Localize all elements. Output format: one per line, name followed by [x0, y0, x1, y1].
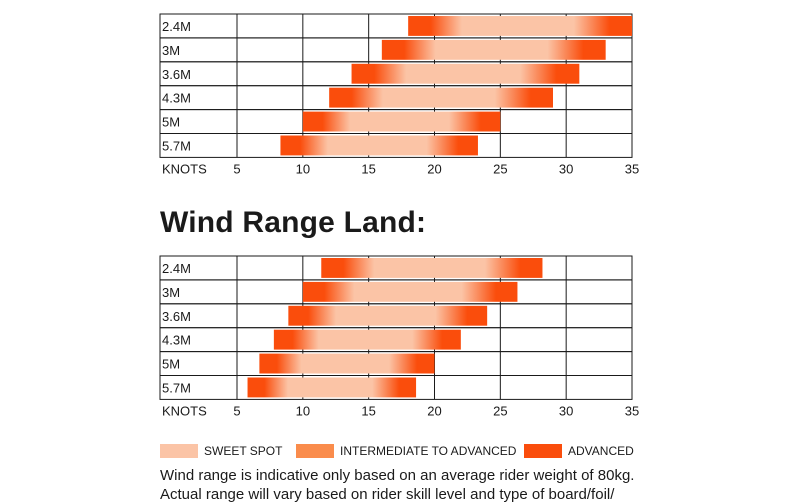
- category-label: 3M: [162, 43, 180, 58]
- range-bar: [321, 258, 543, 278]
- legend-item-advanced: ADVANCED: [524, 444, 634, 458]
- disclaimer-note: Wind range is indicative only based on a…: [160, 466, 660, 504]
- note-line-2: Actual range will vary based on rider sk…: [160, 486, 615, 503]
- grid-row: [159, 133, 633, 158]
- range-bar: [302, 111, 501, 132]
- range-bar: [247, 377, 417, 398]
- range-bar: [259, 353, 435, 374]
- range-bar: [280, 135, 478, 156]
- x-tick-label: 5: [233, 161, 240, 176]
- legend: SWEET SPOT INTERMEDIATE TO ADVANCED ADVA…: [160, 444, 640, 460]
- wind-range-chart-top: 2.4M 3M 3.6M 4.3M 5M 5.7M KNOTS 5 10 15 20 25 30 35: [159, 13, 639, 176]
- category-label: 4.3M: [162, 91, 191, 106]
- x-axis-label: KNOTS: [162, 161, 207, 176]
- legend-item-intermediate: INTERMEDIATE TO ADVANCED: [296, 444, 516, 458]
- range-bar: [288, 305, 488, 326]
- category-label: 3.6M: [162, 309, 191, 324]
- x-tick-label: 25: [493, 403, 507, 418]
- x-axis-label: KNOTS: [162, 403, 207, 418]
- x-tick-label: 10: [296, 161, 310, 176]
- x-tick-label: 35: [625, 161, 639, 176]
- range-bar: [351, 63, 580, 84]
- x-tick-label: 10: [296, 403, 310, 418]
- chart-heading: Wind Range Land:: [160, 206, 427, 239]
- category-label: 5M: [162, 357, 180, 372]
- legend-swatch-intermediate: [296, 444, 334, 458]
- legend-label-advanced: ADVANCED: [568, 444, 634, 458]
- category-label: 5.7M: [162, 380, 191, 395]
- category-label: 2.4M: [162, 19, 191, 34]
- x-tick-label: 30: [559, 161, 573, 176]
- x-tick-label: 15: [361, 161, 375, 176]
- x-tick-label: 20: [427, 161, 441, 176]
- range-bar: [329, 87, 553, 108]
- category-label: 3.6M: [162, 67, 191, 82]
- range-bar: [302, 281, 518, 302]
- wind-range-chart-land: 2.4M 3M 3.6M 4.3M 5M 5.7M KNOTS 5 10 15 20 25 30 35: [159, 255, 639, 418]
- category-label: 2.4M: [162, 261, 191, 276]
- category-label: 4.3M: [162, 333, 191, 348]
- legend-swatch-sweet-spot: [160, 444, 198, 458]
- x-tick-label: 5: [233, 403, 240, 418]
- note-line-1: Wind range is indicative only based on a…: [160, 467, 635, 484]
- range-bar: [273, 329, 461, 350]
- x-tick-label: 15: [361, 403, 375, 418]
- legend-label-intermediate: INTERMEDIATE TO ADVANCED: [340, 444, 517, 458]
- grid-row: [159, 375, 633, 400]
- x-tick-label: 25: [493, 161, 507, 176]
- category-label: 5.7M: [162, 138, 191, 153]
- legend-item-sweet-spot: SWEET SPOT: [160, 444, 282, 458]
- x-tick-label: 35: [625, 403, 639, 418]
- legend-label-sweet-spot: SWEET SPOT: [204, 444, 283, 458]
- category-label: 3M: [162, 285, 180, 300]
- range-bar: [408, 16, 632, 36]
- x-tick-label: 20: [427, 403, 441, 418]
- x-tick-label: 30: [559, 403, 573, 418]
- legend-swatch-advanced: [524, 444, 562, 458]
- range-bar: [381, 39, 606, 60]
- category-label: 5M: [162, 115, 180, 130]
